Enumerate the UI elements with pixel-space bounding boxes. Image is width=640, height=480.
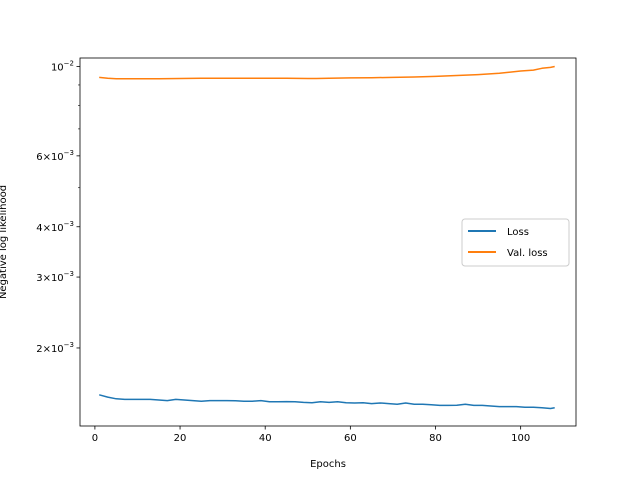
y-axis-label: Negative log likelihood xyxy=(0,185,9,299)
legend: Loss Val. loss xyxy=(461,218,570,267)
x-tick-label: 0 xyxy=(92,433,98,444)
x-tick-label: 80 xyxy=(429,433,442,444)
y-tick-label: 10−2 xyxy=(51,60,74,74)
series-layer xyxy=(99,65,555,410)
plot-frame xyxy=(79,57,577,427)
y-tick-label: 2×10−3 xyxy=(36,341,74,355)
x-tick-label: 20 xyxy=(174,433,187,444)
y-axis-ticks: 2×10−3 3×10−3 4×10−3 6×10−3 10−2 xyxy=(36,60,80,355)
x-tick-label: 100 xyxy=(511,433,530,444)
series-line-val-loss xyxy=(99,65,555,80)
x-axis-label: Epochs xyxy=(310,459,346,470)
x-axis-ticks: 0 20 40 60 80 100 xyxy=(92,426,530,444)
x-tick-label: 40 xyxy=(259,433,272,444)
x-tick-label: 60 xyxy=(344,433,357,444)
series-line-loss xyxy=(99,394,555,410)
y-tick-label: 3×10−3 xyxy=(36,270,74,284)
y-tick-label: 4×10−3 xyxy=(36,220,74,234)
legend-label-loss: Loss xyxy=(507,227,529,238)
legend-label-val-loss: Val. loss xyxy=(507,248,548,259)
y-tick-label: 6×10−3 xyxy=(36,149,74,163)
